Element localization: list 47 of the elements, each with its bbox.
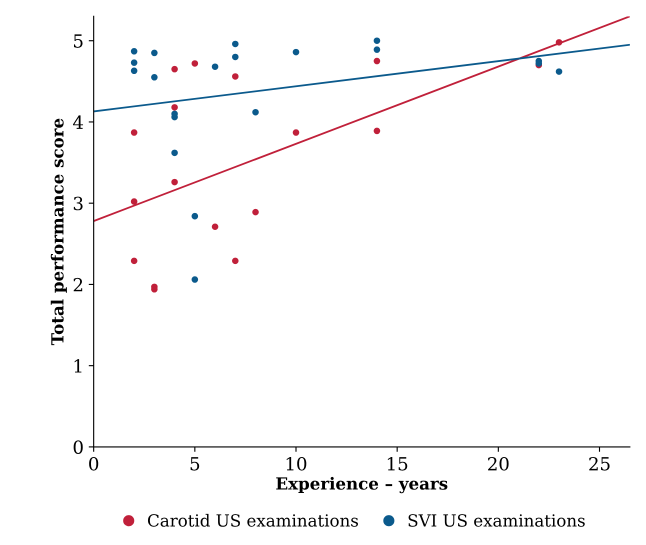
point bbox=[232, 54, 239, 60]
point bbox=[556, 39, 562, 46]
point bbox=[374, 128, 380, 134]
y-tick-label: 2 bbox=[74, 278, 82, 292]
point bbox=[171, 66, 178, 72]
x-tick-label: 20 bbox=[488, 456, 509, 471]
point bbox=[252, 208, 259, 216]
y-tick-label: 0 bbox=[74, 440, 83, 454]
point bbox=[374, 37, 380, 44]
point bbox=[171, 150, 178, 156]
point bbox=[151, 50, 158, 56]
point bbox=[171, 104, 178, 111]
x-tick-label: 15 bbox=[388, 456, 408, 471]
y-axis-title: Total performance score bbox=[50, 118, 67, 346]
point bbox=[130, 198, 138, 205]
x-tick-label: 10 bbox=[286, 456, 306, 471]
point bbox=[192, 60, 198, 67]
point bbox=[130, 258, 138, 264]
point bbox=[130, 68, 138, 74]
x-tick-label: 0 bbox=[89, 456, 98, 471]
y-tick-label: 1 bbox=[74, 359, 82, 373]
point bbox=[130, 129, 138, 136]
x-tick-label: 5 bbox=[190, 457, 200, 471]
point bbox=[212, 223, 218, 230]
point bbox=[130, 59, 138, 66]
point bbox=[171, 178, 178, 186]
point bbox=[556, 68, 562, 75]
point bbox=[130, 48, 138, 55]
y-tick-label: 5 bbox=[74, 34, 83, 48]
point bbox=[232, 40, 239, 48]
point bbox=[292, 48, 300, 56]
point bbox=[192, 212, 198, 220]
point bbox=[374, 46, 380, 53]
legend-label: Carotid US examinations bbox=[148, 514, 358, 527]
point bbox=[212, 63, 218, 70]
y-tick-label: 3 bbox=[74, 196, 83, 210]
point bbox=[252, 108, 259, 116]
x-axis-title: Experience – years bbox=[276, 476, 448, 494]
x-tick-label: 25 bbox=[589, 456, 610, 471]
point bbox=[192, 276, 198, 283]
point bbox=[151, 74, 158, 81]
point bbox=[232, 258, 239, 264]
point bbox=[232, 73, 239, 80]
point bbox=[374, 58, 380, 64]
legend-label: SVI US examinations bbox=[408, 514, 585, 527]
point bbox=[292, 129, 300, 136]
y-tick-label: 4 bbox=[73, 115, 84, 129]
